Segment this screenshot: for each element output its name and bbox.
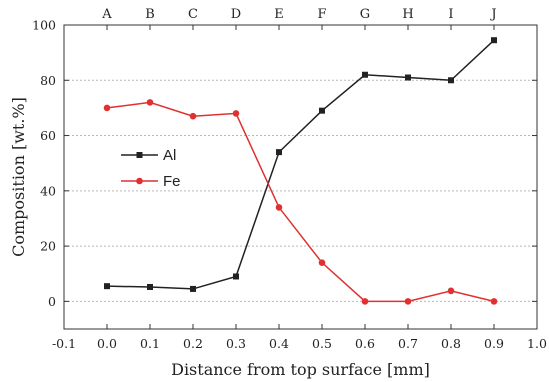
top-point-label: I — [448, 7, 453, 22]
data-point-fe — [146, 99, 154, 106]
data-point-al — [276, 149, 282, 156]
y-axis-title: Composition [wt.%] — [9, 97, 28, 257]
top-point-label: D — [231, 7, 241, 22]
data-point-fe — [490, 298, 498, 305]
series-al — [104, 37, 497, 292]
data-point-fe — [318, 259, 326, 266]
x-axis-title: Distance from top surface [mm] — [171, 360, 430, 379]
x-tick-label: 1.0 — [527, 336, 547, 351]
top-point-label: E — [274, 7, 284, 22]
legend-marker — [136, 177, 143, 185]
legend-label: Al — [163, 147, 176, 164]
x-tick-label: 0.8 — [441, 336, 461, 351]
data-point-fe — [232, 110, 240, 117]
grid-lines — [64, 79, 537, 302]
y-tick-label: 0 — [48, 294, 56, 309]
plot-area-frame — [63, 24, 538, 330]
data-series — [103, 37, 498, 305]
data-point-al — [319, 107, 325, 114]
series-line-fe — [106, 101, 495, 303]
top-point-label: A — [101, 7, 112, 22]
data-point-al — [362, 71, 368, 78]
data-point-al — [448, 77, 454, 84]
data-point-fe — [361, 298, 369, 305]
top-point-label: H — [402, 7, 413, 22]
x-tick-label: 0.4 — [269, 336, 289, 351]
data-point-al — [405, 74, 411, 81]
x-tick-label: 0.2 — [183, 336, 203, 351]
data-point-fe — [404, 298, 412, 305]
series-line-al — [106, 39, 495, 290]
data-point-al — [147, 283, 153, 290]
data-point-al — [190, 285, 196, 292]
top-point-label: F — [317, 7, 326, 22]
y-tick-label: 80 — [40, 73, 56, 88]
top-point-label: G — [360, 7, 370, 22]
legend-item-al: Al — [121, 147, 176, 164]
x-tick-label: 0.3 — [226, 336, 246, 351]
x-tick-label: 0.0 — [97, 336, 117, 351]
legend: Al Fe — [121, 147, 181, 190]
x-tick-label: 0.7 — [398, 336, 418, 351]
top-point-label: J — [489, 7, 496, 22]
y-tick-label: 20 — [40, 239, 56, 254]
data-point-fe — [189, 112, 197, 120]
legend-marker — [136, 152, 143, 158]
x-tick-label: 0.6 — [355, 336, 375, 351]
series-fe — [103, 99, 498, 305]
legend-item-fe: Fe — [121, 173, 181, 190]
y-tick-label: 60 — [40, 128, 56, 143]
x-tick-label: -0.1 — [52, 336, 76, 351]
top-point-label: C — [188, 7, 198, 22]
x-tick-label: 0.1 — [140, 336, 160, 351]
y-tick-label: 40 — [40, 183, 56, 198]
x-tick-label: 0.9 — [484, 336, 504, 351]
data-point-al — [233, 273, 239, 280]
y-tick-label: 100 — [32, 18, 56, 33]
data-point-fe — [275, 204, 283, 211]
axis-ticks: -0.1 0.0 0.1 0.2 0.3 0.4 0.5 0.6 0.7 0.8 0.9 1.0 0 20… — [32, 7, 547, 351]
data-point-al — [491, 37, 497, 44]
data-point-al — [104, 283, 110, 290]
x-tick-label: 0.5 — [312, 336, 332, 351]
data-point-fe — [103, 104, 111, 112]
data-point-fe — [447, 287, 455, 295]
top-point-label: B — [145, 7, 155, 22]
legend-label: Fe — [163, 173, 181, 190]
